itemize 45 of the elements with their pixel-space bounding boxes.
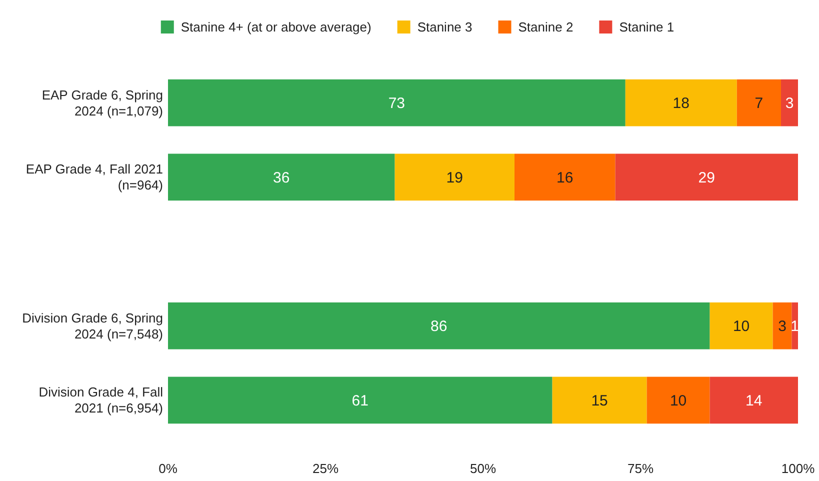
bar [168, 376, 552, 424]
data-label: 1 [790, 318, 800, 336]
data-label: 14 [746, 392, 762, 410]
bar [710, 376, 798, 424]
data-label: 3 [785, 95, 794, 112]
bar [394, 154, 514, 201]
data-label: 16 [556, 169, 574, 186]
data-label: 61 [352, 392, 368, 410]
bar [736, 79, 781, 126]
bar [168, 154, 395, 201]
legend-label: Stanine 3 [417, 20, 472, 35]
bar [646, 376, 710, 424]
data-label: 86 [430, 318, 448, 336]
bar [625, 79, 737, 126]
bar [780, 79, 798, 126]
bar [710, 302, 773, 350]
data-label: 3 [778, 318, 786, 336]
data-label: 15 [591, 392, 608, 410]
data-label: 10 [732, 318, 750, 336]
data-label: 36 [273, 169, 290, 186]
data-label: 19 [446, 169, 463, 186]
legend-label: Stanine 1 [619, 20, 674, 35]
data-label: 29 [698, 169, 715, 186]
x-tick-label: 50% [470, 461, 496, 476]
bar [168, 79, 626, 126]
y-tick-label: Division Grade 6, Spring 2024 (n=7,548) [22, 310, 163, 342]
x-tick-label: 75% [627, 461, 654, 476]
bar [792, 302, 798, 350]
legend-label: Stanine 4+ (at or above average) [180, 20, 372, 35]
data-label: 73 [388, 95, 406, 112]
data-label: 7 [754, 95, 764, 112]
y-tick-label: EAP Grade 6, Spring 2024 (n=1,079) [42, 87, 163, 118]
y-tick-label: Division Grade 4, Fall 2021 (n=6,954) [38, 384, 164, 416]
legend-label: Stanine 2 [518, 20, 574, 35]
bar [168, 302, 710, 350]
y-tick-label: EAP Grade 4, Fall 2021 (n=964) [26, 162, 163, 193]
x-tick-label: 100% [781, 461, 816, 476]
bar [514, 154, 616, 201]
x-tick-label: 0% [158, 461, 178, 476]
bar [552, 376, 647, 424]
bar [772, 302, 792, 350]
data-label: 10 [670, 392, 687, 410]
data-label: 18 [672, 95, 690, 112]
x-tick-label: 25% [312, 461, 339, 476]
bar [615, 154, 798, 201]
